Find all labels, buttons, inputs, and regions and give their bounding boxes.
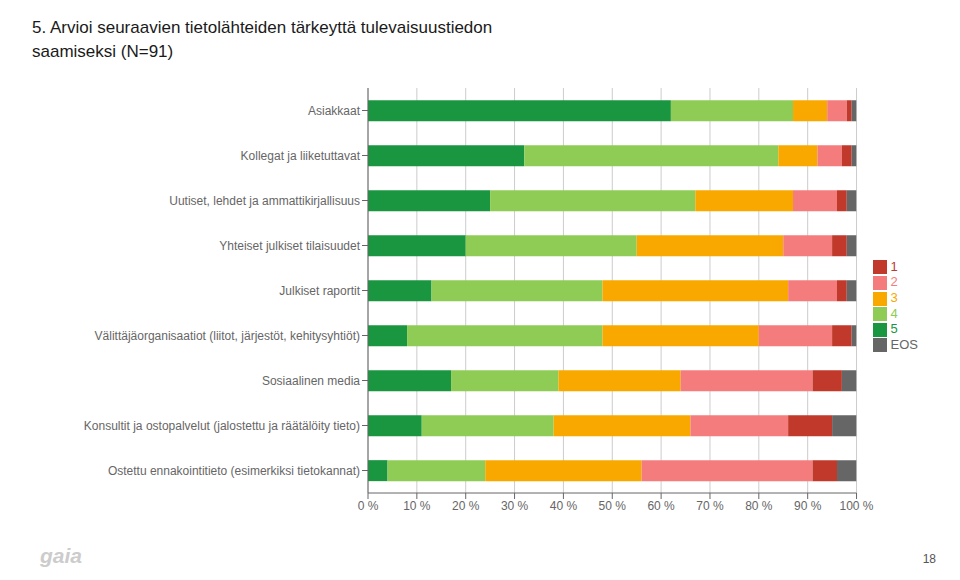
svg-text:20 %: 20 % [452, 499, 480, 513]
svg-text:Konsultit ja ostopalvelut (jal: Konsultit ja ostopalvelut (jalostettu ja… [84, 419, 360, 433]
html-text:5. Arvioi seuraavien tietoläht: 5. Arvioi seuraavien tietolähteiden tärk… [32, 18, 493, 61]
svg-text:Uutiset, lehdet ja ammattikirj: Uutiset, lehdet ja ammattikirjallisuus [169, 194, 360, 208]
svg-text:70 %: 70 % [696, 499, 724, 513]
html-text:4: 4 [890, 305, 898, 321]
html-text:3: 3 [890, 289, 898, 305]
html-text:EOS: EOS [890, 336, 918, 352]
svg-text:Välittäjäorganisaatiot (liitot: Välittäjäorganisaatiot (liitot, järjestö… [95, 329, 360, 343]
svg-text:80 %: 80 % [745, 499, 773, 513]
html-text:5: 5 [890, 321, 898, 337]
svg-text:60 %: 60 % [647, 499, 675, 513]
svg-text:90 %: 90 % [794, 499, 822, 513]
svg-text:40 %: 40 % [550, 499, 578, 513]
svg-text:30 %: 30 % [501, 499, 529, 513]
svg-text:100 %: 100 % [840, 499, 874, 513]
svg-text:0 %: 0 % [358, 499, 379, 513]
svg-text:Sosiaalinen media: Sosiaalinen media [262, 374, 360, 388]
html-text:2: 2 [890, 274, 898, 290]
svg-text:Kollegat ja liiketuttavat: Kollegat ja liiketuttavat [241, 149, 361, 163]
html-text:gaia: gaia [40, 544, 82, 567]
svg-text:50 %: 50 % [599, 499, 627, 513]
html-text:18: 18 [922, 552, 936, 566]
svg-text:Asiakkaat: Asiakkaat [308, 104, 361, 118]
svg-text:Yhteiset julkiset tilaisuudet: Yhteiset julkiset tilaisuudet [219, 239, 360, 253]
svg-text:Ostettu ennakointitieto (esime: Ostettu ennakointitieto (esimerkiksi tie… [108, 464, 360, 478]
svg-text:Julkiset raportit: Julkiset raportit [279, 284, 360, 298]
svg-text:10 %: 10 % [403, 499, 431, 513]
html-text:1: 1 [890, 258, 898, 274]
